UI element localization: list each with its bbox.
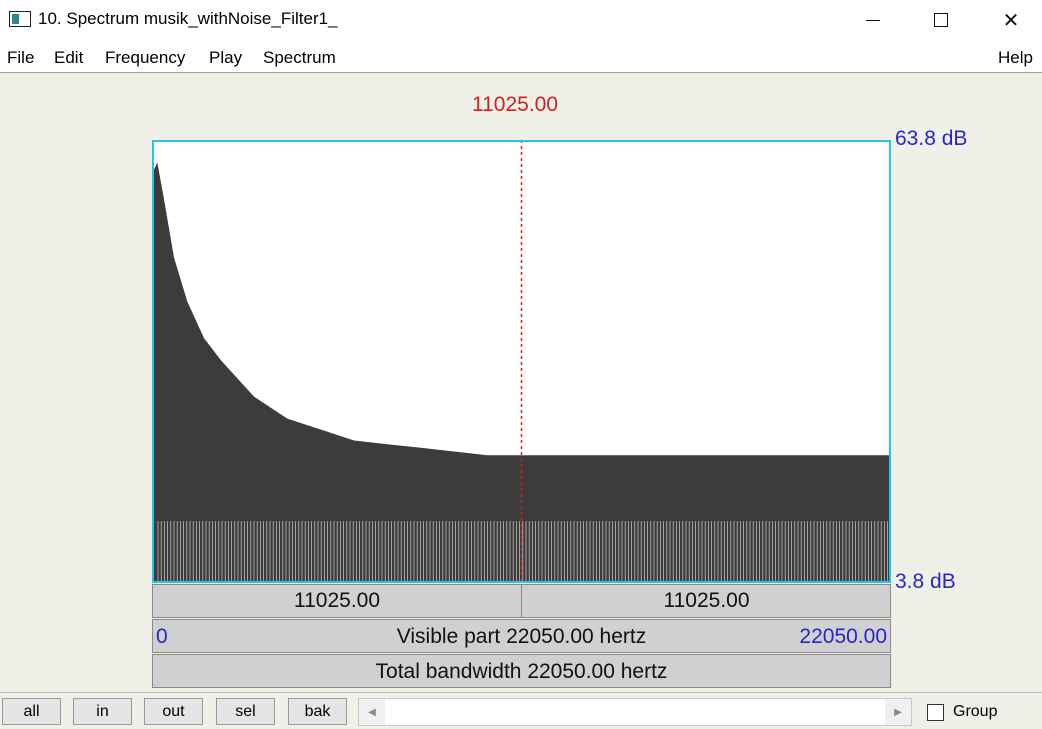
scroll-left-arrow-icon[interactable]: ◀	[359, 699, 385, 725]
menu-help[interactable]: Help	[998, 48, 1033, 67]
selection-bar[interactable]: 11025.00 11025.00	[152, 584, 891, 618]
visible-part-label: Visible part 22050.00 hertz	[396, 625, 647, 648]
total-bandwidth-bar[interactable]: Total bandwidth 22050.00 hertz	[152, 654, 891, 688]
spectrum-series	[154, 162, 889, 581]
zoom-in-button[interactable]: in	[73, 698, 132, 725]
minimize-icon	[866, 19, 880, 21]
menu-bar: File Edit Frequency Play Spectrum Help	[0, 40, 1042, 73]
horizontal-scrollbar[interactable]: ◀ ▶	[358, 698, 912, 726]
db-min-label: 3.8 dB	[895, 570, 956, 593]
visible-part-bar[interactable]: 0 Visible part 22050.00 hertz 22050.00	[152, 619, 891, 653]
spectrum-chart[interactable]	[154, 142, 889, 581]
right-segment[interactable]: 11025.00	[663, 589, 750, 612]
menu-file[interactable]: File	[7, 48, 35, 67]
scroll-right-arrow-icon[interactable]: ▶	[885, 699, 911, 725]
zoom-selection-button[interactable]: sel	[216, 698, 275, 725]
menu-frequency[interactable]: Frequency	[105, 48, 186, 67]
scroll-track[interactable]	[385, 699, 885, 725]
spectrum-plot[interactable]	[152, 140, 891, 583]
close-button[interactable]: ✕	[988, 0, 1034, 40]
cursor-frequency-label: 11025.00	[472, 93, 559, 116]
minimize-button[interactable]	[850, 0, 896, 40]
group-checkbox[interactable]	[927, 704, 944, 721]
db-max-label: 63.8 dB	[895, 127, 968, 150]
total-bandwidth-label: Total bandwidth 22050.00 hertz	[375, 660, 668, 683]
zoom-back-button[interactable]: bak	[288, 698, 347, 725]
close-icon: ✕	[1002, 9, 1020, 32]
all-button[interactable]: all	[2, 698, 61, 725]
app-icon	[9, 11, 31, 27]
visible-end: 22050.00	[799, 625, 887, 648]
title-bar: 10. Spectrum musik_withNoise_Filter1_ ✕	[0, 0, 1042, 40]
maximize-button[interactable]	[918, 0, 964, 40]
window-title: 10. Spectrum musik_withNoise_Filter1_	[38, 9, 338, 28]
bottom-toolbar: all in out sel bak ◀ ▶ Group	[0, 692, 1042, 729]
maximize-icon	[934, 13, 948, 27]
menu-edit[interactable]: Edit	[54, 48, 84, 67]
visible-start: 0	[156, 625, 168, 648]
group-label: Group	[953, 703, 998, 720]
menu-spectrum[interactable]: Spectrum	[263, 48, 336, 67]
left-segment[interactable]: 11025.00	[153, 585, 522, 617]
zoom-out-button[interactable]: out	[144, 698, 203, 725]
menu-play[interactable]: Play	[209, 48, 243, 67]
